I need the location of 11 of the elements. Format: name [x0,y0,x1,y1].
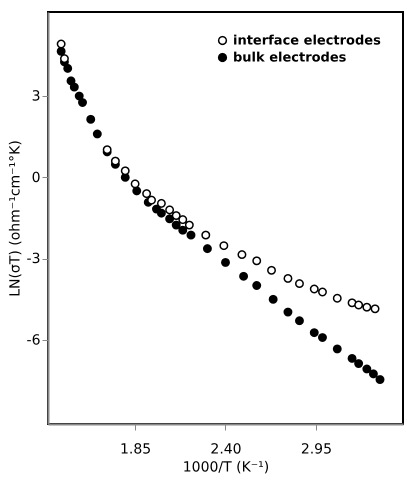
y-tick-label: 3 [32,88,40,105]
legend-label: bulk electrodes [233,50,347,66]
x-tick-label: 2.40 [210,442,242,458]
y-tick-label: -6 [26,332,41,348]
x-tick-label: 2.95 [300,442,332,458]
y-axis-title: LN(σT) (ohm⁻¹cm⁻¹°K) [8,140,24,297]
x-tick-label: 1.85 [120,442,152,458]
legend-label: interface electrodes [233,34,382,48]
x-axis-title: 1000/T (K⁻¹) [182,460,270,476]
y-tick-label: -3 [26,251,40,268]
y-tick-label: 0 [32,170,40,186]
